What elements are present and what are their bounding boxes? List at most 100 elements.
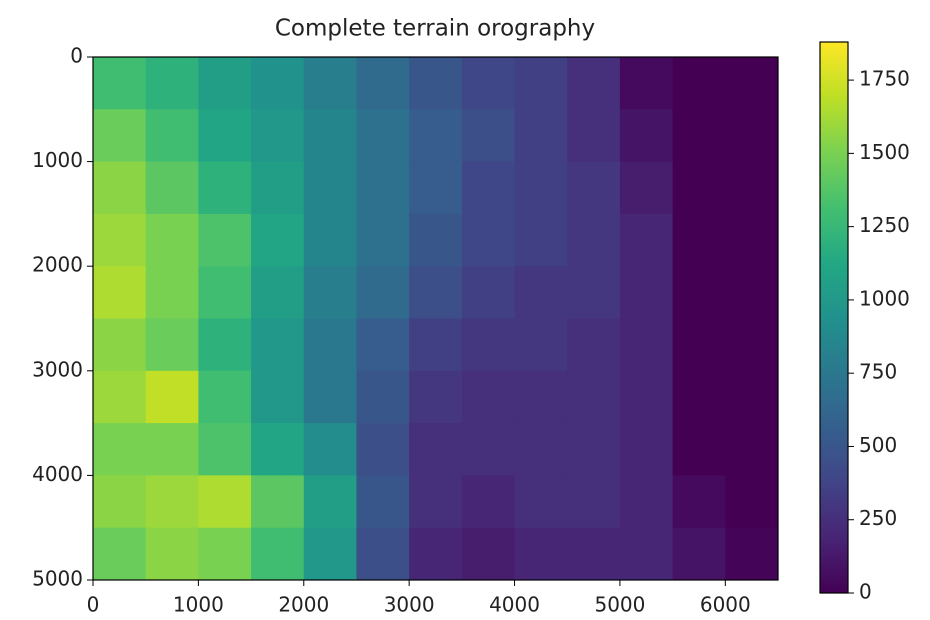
heat-cell (356, 109, 410, 163)
heat-cell (409, 109, 463, 163)
heat-cell (303, 266, 357, 319)
heat-cell (672, 213, 726, 267)
heat-cell (461, 370, 516, 424)
heat-cell (461, 109, 516, 163)
heat-cell (93, 527, 147, 581)
heat-cell (145, 423, 199, 476)
heat-cell (93, 266, 147, 319)
heat-cell (303, 57, 357, 110)
heat-cell (672, 527, 726, 581)
heat-cell (672, 423, 726, 476)
heat-cell (409, 213, 463, 267)
heat-cell (461, 318, 516, 372)
x-tick-label: 6000 (700, 593, 751, 617)
heat-cell (514, 213, 568, 267)
colorbar-tick-label: 750 (859, 360, 897, 384)
heat-cell (251, 109, 305, 163)
heat-cell (514, 57, 568, 110)
colorbar-tick-label: 1250 (859, 213, 910, 237)
heat-cell (725, 475, 779, 529)
heat-cell (409, 161, 463, 215)
y-tick-label: 2000 (32, 253, 83, 277)
heat-cell (725, 370, 779, 424)
colorbar (819, 41, 849, 594)
heat-cell (725, 57, 779, 110)
heat-cell (198, 266, 252, 319)
heat-cell (145, 213, 199, 267)
heat-cell (93, 109, 147, 163)
heat-cell (198, 423, 252, 476)
colorbar-tick-label: 1000 (859, 286, 910, 310)
heat-cell (725, 423, 779, 476)
heat-cell (619, 161, 674, 215)
heat-cell (619, 423, 674, 476)
heat-cell (198, 57, 252, 110)
heat-cell (567, 161, 621, 215)
heat-cell (567, 109, 621, 163)
heat-cell (409, 527, 463, 581)
chart-title: Complete terrain orography (275, 16, 595, 42)
heat-cell (567, 370, 621, 424)
heat-cell (356, 57, 410, 110)
heat-cell (461, 213, 516, 267)
heat-cell (145, 318, 199, 372)
colorbar-tick-label: 1500 (859, 140, 910, 164)
x-tick-label: 3000 (384, 593, 435, 617)
heat-cell (409, 318, 463, 372)
heat-cell (93, 318, 147, 372)
heatmap (93, 57, 779, 581)
heat-cell (672, 370, 726, 424)
heat-cell (461, 266, 516, 319)
heat-cell (567, 318, 621, 372)
heat-cell (619, 475, 674, 529)
heat-cell (251, 213, 305, 267)
heat-cell (303, 318, 357, 372)
heat-cell (461, 161, 516, 215)
heat-cell (303, 527, 357, 581)
heat-cell (514, 370, 568, 424)
heat-cell (251, 161, 305, 215)
heat-cell (145, 475, 199, 529)
heat-cell (725, 213, 779, 267)
heat-cell (303, 161, 357, 215)
heat-cell (145, 109, 199, 163)
x-tick-label: 4000 (489, 593, 540, 617)
x-tick-label: 5000 (594, 593, 645, 617)
heat-cell (303, 475, 357, 529)
heat-cell (725, 266, 779, 319)
heat-cell (251, 527, 305, 581)
heat-cell (619, 109, 674, 163)
heat-cell (619, 213, 674, 267)
heat-cell (514, 527, 568, 581)
heat-cell (514, 266, 568, 319)
heat-cell (567, 527, 621, 581)
y-tick-label: 4000 (32, 462, 83, 486)
heat-cell (725, 318, 779, 372)
heat-cell (145, 527, 199, 581)
heat-cell (356, 475, 410, 529)
heat-cell (198, 161, 252, 215)
heat-cell (198, 475, 252, 529)
heat-cell (514, 161, 568, 215)
heat-cell (619, 318, 674, 372)
heat-cell (251, 318, 305, 372)
heat-cell (619, 266, 674, 319)
heat-cell (251, 475, 305, 529)
heat-cell (461, 423, 516, 476)
heat-cell (198, 527, 252, 581)
y-tick-label: 5000 (32, 567, 83, 591)
plot-frame (92, 56, 779, 581)
heat-cell (672, 57, 726, 110)
heat-cell (303, 370, 357, 424)
heat-cell (303, 213, 357, 267)
heat-cell (198, 370, 252, 424)
heat-cell (409, 57, 463, 110)
heat-cell (409, 423, 463, 476)
heat-cell (514, 318, 568, 372)
heat-cell (725, 161, 779, 215)
heat-cell (567, 475, 621, 529)
heat-cell (409, 266, 463, 319)
heat-cell (619, 370, 674, 424)
heat-cell (198, 109, 252, 163)
